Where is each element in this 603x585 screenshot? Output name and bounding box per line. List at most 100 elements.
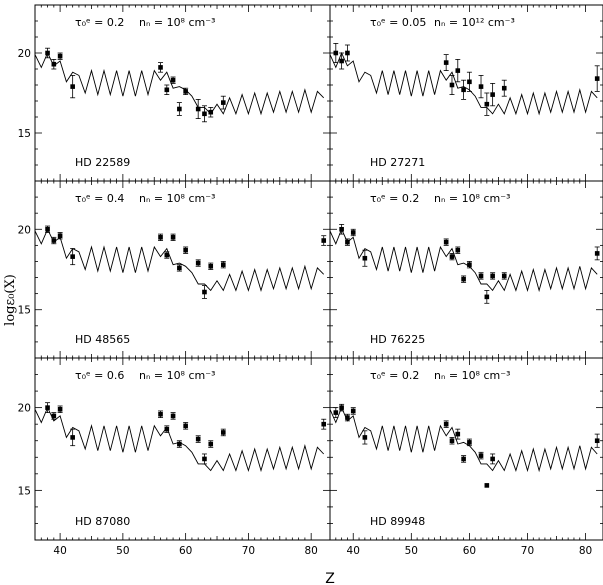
- panel-tau-label: τ₀ᵉ = 0.2: [370, 192, 419, 205]
- data-point: [220, 100, 226, 105]
- x-tick-label: 60: [463, 545, 476, 557]
- data-point: [443, 421, 449, 427]
- x-tick-label: 80: [304, 545, 317, 557]
- panel-frame: [329, 4, 603, 182]
- panel-nn-label: nₙ = 10⁸ cm⁻³: [139, 369, 215, 382]
- data-point: [170, 77, 176, 83]
- data-point: [158, 65, 163, 70]
- panel-ticks: [34, 357, 330, 541]
- data-point: [70, 254, 75, 259]
- data-point: [195, 106, 201, 112]
- data-point: [195, 260, 201, 266]
- data-point: [170, 235, 176, 240]
- panel-tau-label: τ₀ᵉ = 0.2: [75, 16, 124, 29]
- data-point: [57, 53, 63, 59]
- data-point: [51, 238, 57, 243]
- data-point: [478, 273, 484, 279]
- data-point: [484, 294, 490, 300]
- panel-4: τ₀ᵉ = 0.2 nₙ = 10⁸ cm⁻³ HD 76225: [329, 180, 603, 359]
- y-tick-label: 15: [18, 305, 31, 317]
- x-tick-label: 40: [53, 545, 66, 557]
- data-point: [45, 405, 50, 410]
- data-point: [333, 410, 339, 415]
- data-point: [455, 247, 461, 253]
- data-point: [45, 50, 50, 56]
- data-point: [455, 431, 461, 437]
- data-point: [339, 226, 344, 232]
- y-axis-title: logε₀(X): [3, 274, 18, 326]
- data-point: [455, 68, 461, 73]
- data-point: [321, 421, 327, 427]
- data-point: [490, 273, 495, 279]
- panel-star-name: HD 22589: [75, 156, 130, 169]
- data-point: [350, 230, 356, 235]
- data-point: [478, 84, 484, 89]
- data-point: [467, 440, 472, 445]
- data-point: [70, 84, 75, 89]
- data-point: [164, 87, 170, 93]
- data-point: [220, 430, 226, 435]
- panel-2: τ₀ᵉ = 0.05 nₙ = 10¹² cm⁻³ HD 27271: [329, 4, 603, 182]
- panel-star-name: HD 76225: [370, 333, 425, 346]
- data-point: [208, 109, 214, 115]
- x-tick-label: 70: [242, 545, 255, 557]
- panel-star-name: HD 87080: [75, 515, 130, 528]
- panel-frame: [329, 180, 603, 359]
- x-tick-label: 50: [116, 545, 129, 557]
- data-point: [70, 435, 75, 440]
- data-point: [443, 60, 449, 65]
- panel-nn-label: nₙ = 10⁸ cm⁻³: [139, 16, 215, 29]
- panel-ticks: [329, 357, 603, 541]
- model-line: [329, 228, 598, 293]
- data-point: [350, 408, 356, 414]
- panel-frame: [329, 357, 603, 541]
- data-point: [202, 111, 207, 117]
- data-point: [461, 87, 466, 93]
- panel-star-name: HD 27271: [370, 156, 425, 169]
- data-point: [183, 89, 188, 94]
- panel-star-name: HD 89948: [370, 515, 425, 528]
- data-point: [449, 82, 455, 88]
- panel-tau-label: τ₀ᵉ = 0.05: [370, 16, 426, 29]
- model-line: [34, 51, 325, 116]
- data-point: [362, 255, 368, 261]
- data-point: [461, 456, 466, 462]
- data-point: [170, 413, 176, 419]
- panel-ticks: [34, 4, 330, 182]
- panel-6: 40 50 60 70 80 τ₀ᵉ = 0.2 nₙ = 10⁸ cm⁻³ HD 89948: [329, 357, 603, 557]
- data-point: [164, 252, 170, 258]
- y-tick-label: 20: [18, 403, 31, 415]
- data-point: [345, 239, 350, 245]
- data-point: [490, 92, 495, 97]
- data-point: [478, 453, 484, 458]
- panel-5: 15 20 40 50 60 70 80 τ₀ᵉ = 0.6 nₙ = 10⁸ cm⁻³ HD 8…: [18, 357, 331, 557]
- x-tick-label: 80: [579, 545, 592, 557]
- data-point: [195, 436, 201, 442]
- data-point: [484, 483, 490, 488]
- data-point: [208, 441, 214, 447]
- data-point: [220, 262, 226, 267]
- panel-nn-label: nₙ = 10¹² cm⁻³: [434, 16, 515, 29]
- data-point: [467, 79, 472, 85]
- panel-nn-label: nₙ = 10⁸ cm⁻³: [434, 192, 510, 205]
- panel-nn-label: nₙ = 10⁸ cm⁻³: [139, 192, 215, 205]
- x-tick-label: 40: [347, 545, 360, 557]
- data-point: [484, 101, 490, 107]
- data-point: [208, 263, 214, 269]
- data-point: [202, 289, 207, 295]
- data-point: [164, 426, 170, 432]
- y-tick-label: 20: [18, 48, 31, 60]
- x-axis-title: Z: [325, 571, 335, 585]
- data-point: [467, 262, 472, 267]
- data-point: [362, 435, 368, 440]
- panel-star-name: HD 48565: [75, 333, 130, 346]
- data-point: [501, 273, 507, 279]
- x-tick-label: 70: [521, 545, 534, 557]
- panel-1: 15 20 τ₀ᵉ = 0.2 nₙ = 10⁸ cm⁻³ HD 22589: [18, 4, 331, 182]
- data-point: [177, 441, 182, 447]
- data-point: [345, 50, 350, 56]
- data-point: [594, 251, 600, 256]
- panel-frame: [34, 4, 331, 182]
- model-line: [329, 406, 598, 473]
- panel-frame: [34, 180, 331, 359]
